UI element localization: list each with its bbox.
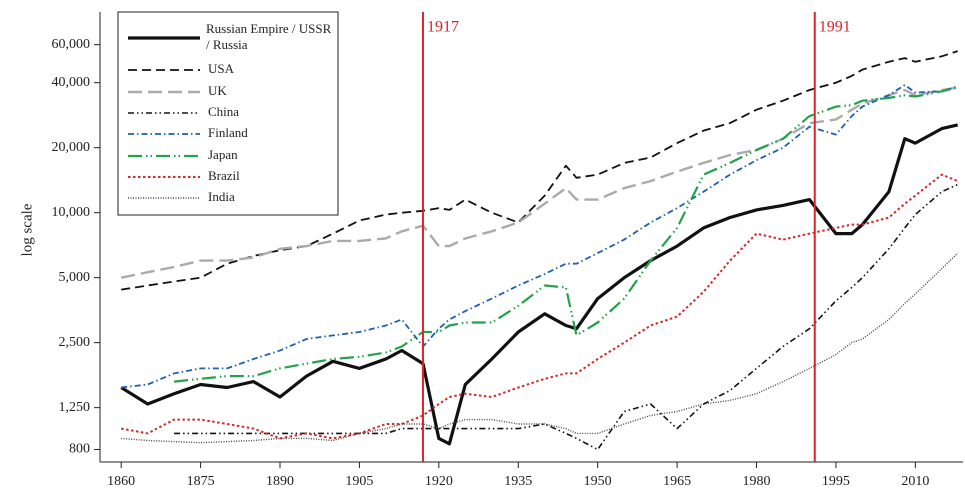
x-tick-label: 1965 bbox=[663, 474, 691, 489]
series-line bbox=[121, 173, 959, 440]
event-label: 1917 bbox=[427, 19, 459, 36]
x-tick-label: 1860 bbox=[107, 474, 135, 489]
legend-label: Russian Empire / USSR / Russia bbox=[206, 21, 332, 52]
series-line bbox=[120, 123, 959, 446]
x-tick-label: 1980 bbox=[743, 474, 771, 489]
y-tick-label: 800 bbox=[69, 442, 90, 457]
x-tick-label: 1935 bbox=[504, 474, 532, 489]
legend-label: UK bbox=[208, 83, 227, 98]
x-tick-label: 1950 bbox=[584, 474, 612, 489]
series-line bbox=[173, 86, 958, 383]
y-axis-label: log scale bbox=[19, 203, 35, 256]
legend-label: China bbox=[208, 104, 239, 119]
y-tick-label: 20,000 bbox=[52, 140, 91, 155]
x-tick-label: 1890 bbox=[266, 474, 294, 489]
event-label: 1991 bbox=[819, 19, 851, 36]
x-tick-label: 1995 bbox=[822, 474, 850, 489]
y-tick-label: 60,000 bbox=[52, 37, 91, 52]
series-line bbox=[174, 183, 959, 451]
x-tick-label: 1875 bbox=[187, 474, 215, 489]
y-tick-label: 2,500 bbox=[59, 335, 91, 350]
legend-label: Finland bbox=[208, 125, 248, 140]
y-tick-label: 5,000 bbox=[59, 270, 91, 285]
legend-label: India bbox=[208, 189, 235, 204]
legend-label: Japan bbox=[208, 147, 238, 162]
legend-label: USA bbox=[208, 61, 235, 76]
x-tick-label: 2010 bbox=[901, 474, 929, 489]
series-line bbox=[121, 252, 959, 444]
legend-box bbox=[117, 11, 339, 216]
x-tick-label: 1905 bbox=[345, 474, 373, 489]
legend: Russian Empire / USSR / Russia USA UK China… bbox=[117, 11, 339, 216]
x-tick-label: 1920 bbox=[425, 474, 453, 489]
y-tick-label: 1,250 bbox=[59, 400, 91, 415]
y-tick-label: 40,000 bbox=[52, 75, 91, 90]
y-tick-label: 10,000 bbox=[52, 205, 91, 220]
legend-label-wrap: Russian Empire / USSR / Russia bbox=[206, 21, 332, 52]
series-line bbox=[120, 86, 958, 279]
legend-label: Brazil bbox=[208, 168, 240, 183]
